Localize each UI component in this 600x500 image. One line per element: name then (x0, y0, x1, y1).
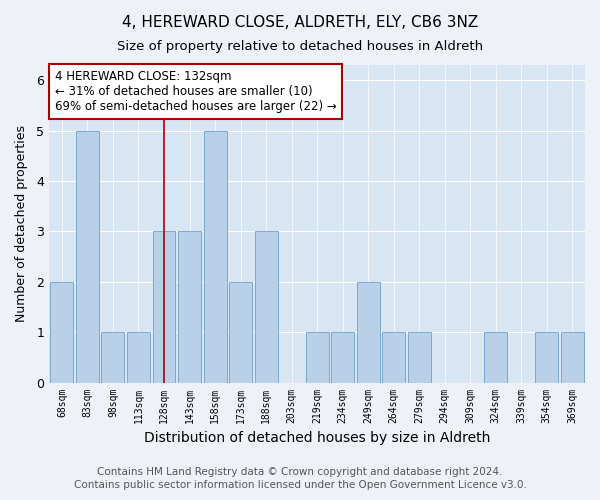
Bar (203, 130, 227, 382)
Bar (382, 332, 405, 382)
Bar (561, 332, 584, 382)
Bar (127, 332, 150, 382)
X-axis label: Distribution of detached houses by size in Aldreth: Distribution of detached houses by size … (144, 431, 490, 445)
Bar (305, 332, 329, 382)
Text: Contains HM Land Registry data © Crown copyright and database right 2024.
Contai: Contains HM Land Registry data © Crown c… (74, 467, 526, 490)
Bar (254, 232, 278, 382)
Bar (229, 282, 252, 382)
Bar (76, 130, 99, 382)
Y-axis label: Number of detached properties: Number of detached properties (15, 126, 28, 322)
Text: 4 HEREWARD CLOSE: 132sqm
← 31% of detached houses are smaller (10)
69% of semi-d: 4 HEREWARD CLOSE: 132sqm ← 31% of detach… (55, 70, 337, 113)
Text: Size of property relative to detached houses in Aldreth: Size of property relative to detached ho… (117, 40, 483, 53)
Bar (356, 282, 380, 382)
Bar (152, 232, 175, 382)
Bar (178, 232, 201, 382)
Bar (50, 282, 73, 382)
Bar (535, 332, 558, 382)
Bar (101, 332, 124, 382)
Bar (407, 332, 431, 382)
Bar (484, 332, 507, 382)
Bar (331, 332, 354, 382)
Text: 4, HEREWARD CLOSE, ALDRETH, ELY, CB6 3NZ: 4, HEREWARD CLOSE, ALDRETH, ELY, CB6 3NZ (122, 15, 478, 30)
